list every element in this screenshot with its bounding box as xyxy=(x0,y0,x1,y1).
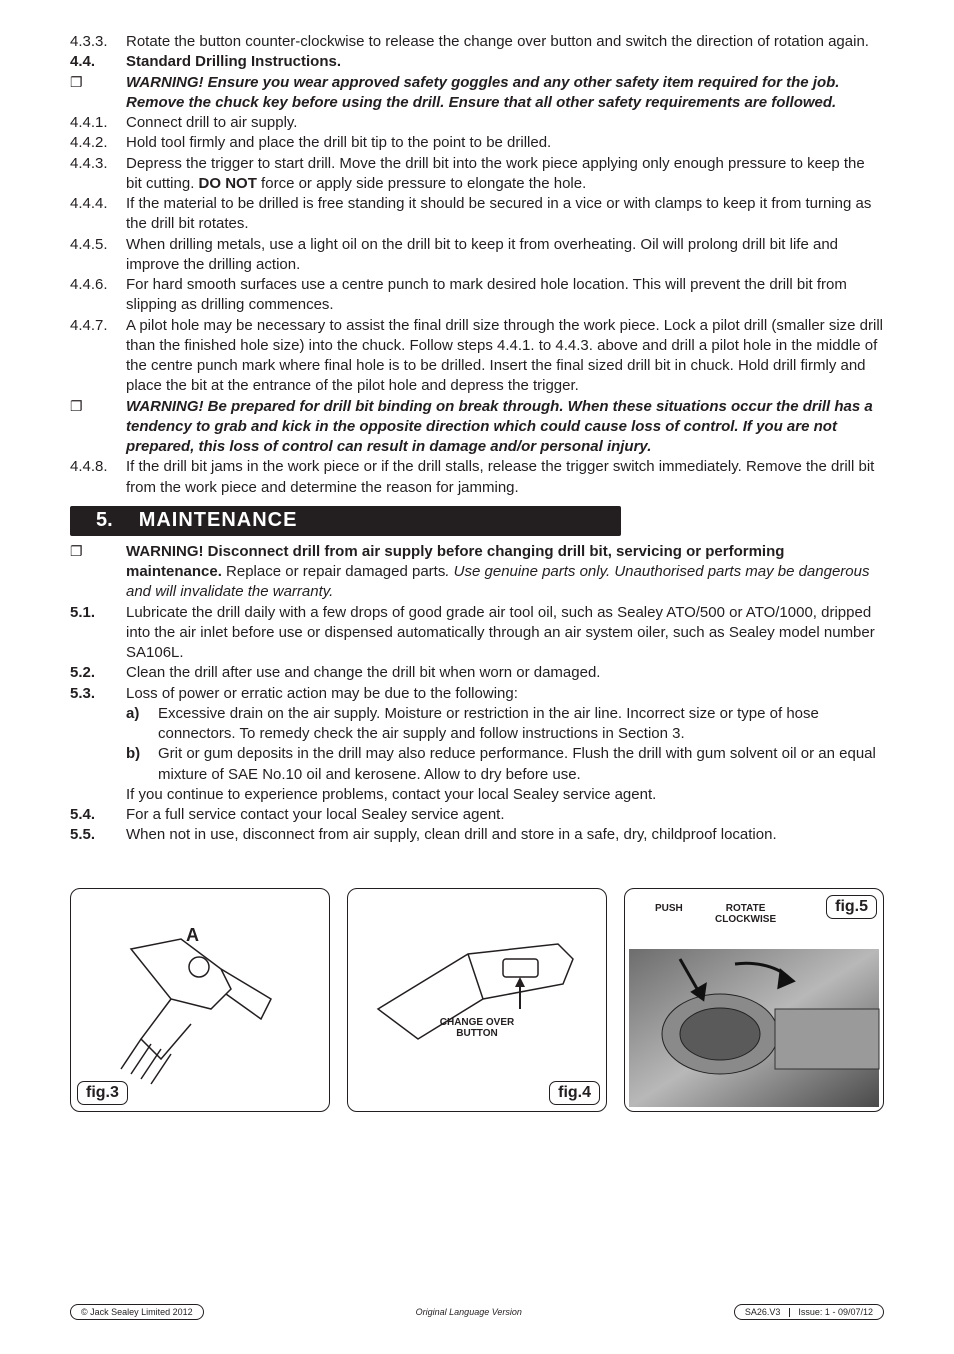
para-5-3-a: a) Excessive drain on the air supply. Mo… xyxy=(70,704,884,745)
footer-divider xyxy=(789,1308,790,1317)
num-4-4-4: 4.4.4. xyxy=(70,194,126,214)
para-5-4: 5.4. For a full service contact your loc… xyxy=(70,805,884,825)
num-4-4-5: 4.4.5. xyxy=(70,235,126,255)
para-4-3-3: 4.3.3. Rotate the button counter-clockwi… xyxy=(70,32,884,52)
para-4-4-2: 4.4.2. Hold tool firmly and place the dr… xyxy=(70,133,884,153)
num-5-3: 5.3. xyxy=(70,684,126,704)
para-5-3: 5.3. Loss of power or erratic action may… xyxy=(70,684,884,704)
num-4-4: 4.4. xyxy=(70,52,126,72)
text-5-3-b: Grit or gum deposits in the drill may al… xyxy=(158,744,884,785)
para-5-3-b: b) Grit or gum deposits in the drill may… xyxy=(70,744,884,785)
text-5-3-tail: If you continue to experience problems, … xyxy=(126,785,884,805)
label-a: a) xyxy=(126,704,158,724)
figure-5: PUSH ROTATECLOCKWISE fig.5 xyxy=(624,888,884,1112)
figure-4-caption: CHANGE OVERBUTTON xyxy=(348,1017,606,1040)
para-4-4-1: 4.4.1. Connect drill to air supply. xyxy=(70,113,884,133)
text-4-4: Standard Drilling Instructions. xyxy=(126,52,884,72)
footer-right: SA26.V3 Issue: 1 - 09/07/12 xyxy=(734,1304,884,1320)
para-4-4-7: 4.4.7. A pilot hole may be necessary to … xyxy=(70,316,884,397)
checkbox-icon xyxy=(70,542,126,562)
text-4-4-6: For hard smooth surfaces use a centre pu… xyxy=(126,275,884,316)
figure-3-label: fig.3 xyxy=(77,1081,128,1105)
num-4-3-3: 4.3.3. xyxy=(70,32,126,52)
figures-row: A fig.3 CHA xyxy=(70,888,884,1112)
section-5-num: 5. xyxy=(96,509,113,532)
figure-3-svg: A xyxy=(71,889,329,1111)
svg-text:A: A xyxy=(186,925,199,945)
text-5-5: When not in use, disconnect from air sup… xyxy=(126,825,884,845)
footer-right-b: Issue: 1 - 09/07/12 xyxy=(798,1307,873,1317)
para-4-4-4: 4.4.4. If the material to be drilled is … xyxy=(70,194,884,235)
section-5-bar: 5. MAINTENANCE xyxy=(70,506,621,536)
text-5-3-a: Excessive drain on the air supply. Moist… xyxy=(158,704,884,745)
text-4-4-4: If the material to be drilled is free st… xyxy=(126,194,884,235)
figure-4-drawing xyxy=(348,889,606,1111)
text-4-3-3: Rotate the button counter-clockwise to r… xyxy=(126,32,884,52)
warning-5-b: Replace or repair damaged parts xyxy=(222,563,445,580)
num-4-4-2: 4.4.2. xyxy=(70,133,126,153)
section-5-title: MAINTENANCE xyxy=(139,509,298,532)
num-4-4-1: 4.4.1. xyxy=(70,113,126,133)
text-5-1: Lubricate the drill daily with a few dro… xyxy=(126,603,884,664)
num-5-4: 5.4. xyxy=(70,805,126,825)
text-4-4-1: Connect drill to air supply. xyxy=(126,113,884,133)
warning-4-4: WARNING! Ensure you wear approved safety… xyxy=(70,73,884,114)
num-4-4-6: 4.4.6. xyxy=(70,275,126,295)
figure-4: CHANGE OVERBUTTON fig.4 xyxy=(347,888,607,1112)
checkbox-icon xyxy=(70,397,126,417)
warning-4-4-7: WARNING! Be prepared for drill bit bindi… xyxy=(70,397,884,458)
text-5-2: Clean the drill after use and change the… xyxy=(126,663,884,683)
footer: © Jack Sealey Limited 2012 Original Lang… xyxy=(70,1304,884,1320)
page: 4.3.3. Rotate the button counter-clockwi… xyxy=(0,0,954,1112)
text-4-4-3: Depress the trigger to start drill. Move… xyxy=(126,154,884,195)
footer-right-a: SA26.V3 xyxy=(745,1307,781,1317)
text-5-3: Loss of power or erratic action may be d… xyxy=(126,684,884,704)
text-4-4-8: If the drill bit jams in the work piece … xyxy=(126,457,884,498)
para-5-5: 5.5. When not in use, disconnect from ai… xyxy=(70,825,884,845)
para-5-1: 5.1. Lubricate the drill daily with a fe… xyxy=(70,603,884,664)
text-4-4-2: Hold tool firmly and place the drill bit… xyxy=(126,133,884,153)
para-4-4-3: 4.4.3. Depress the trigger to start dril… xyxy=(70,154,884,195)
footer-left: © Jack Sealey Limited 2012 xyxy=(70,1304,204,1320)
num-4-4-7: 4.4.7. xyxy=(70,316,126,336)
checkbox-icon xyxy=(70,73,126,93)
warning-4-4-text: WARNING! Ensure you wear approved safety… xyxy=(126,73,884,114)
figure-4-label: fig.4 xyxy=(549,1081,600,1105)
footer-center: Original Language Version xyxy=(416,1307,522,1317)
num-5-2: 5.2. xyxy=(70,663,126,683)
text-4-4-7: A pilot hole may be necessary to assist … xyxy=(126,316,884,397)
para-5-2: 5.2. Clean the drill after use and chang… xyxy=(70,663,884,683)
text-5-4: For a full service contact your local Se… xyxy=(126,805,884,825)
warning-5: WARNING! Disconnect drill from air suppl… xyxy=(70,542,884,603)
num-5-1: 5.1. xyxy=(70,603,126,623)
num-5-5: 5.5. xyxy=(70,825,126,845)
para-4-4-6: 4.4.6. For hard smooth surfaces use a ce… xyxy=(70,275,884,316)
para-4-4-5: 4.4.5. When drilling metals, use a light… xyxy=(70,235,884,276)
warning-4-4-7-text: WARNING! Be prepared for drill bit bindi… xyxy=(126,397,884,458)
figure-4-svg xyxy=(348,889,606,1111)
figure-5-push: PUSH xyxy=(655,903,683,915)
para-4-4-8: 4.4.8. If the drill bit jams in the work… xyxy=(70,457,884,498)
num-4-4-8: 4.4.8. xyxy=(70,457,126,477)
figure-3-drawing: A xyxy=(71,889,329,1111)
para-5-3-tail: If you continue to experience problems, … xyxy=(70,785,884,805)
label-b: b) xyxy=(126,744,158,764)
text-4-4-3-b: DO NOT xyxy=(199,175,257,192)
figure-3: A fig.3 xyxy=(70,888,330,1112)
figure-5-rotate: ROTATECLOCKWISE xyxy=(715,903,776,926)
num-4-4-3: 4.4.3. xyxy=(70,154,126,174)
text-4-4-3-c: force or apply side pressure to elongate… xyxy=(257,175,586,192)
warning-5-text: WARNING! Disconnect drill from air suppl… xyxy=(126,542,884,603)
para-4-4: 4.4. Standard Drilling Instructions. xyxy=(70,52,884,72)
text-4-4-5: When drilling metals, use a light oil on… xyxy=(126,235,884,276)
figure-5-label: fig.5 xyxy=(826,895,877,919)
